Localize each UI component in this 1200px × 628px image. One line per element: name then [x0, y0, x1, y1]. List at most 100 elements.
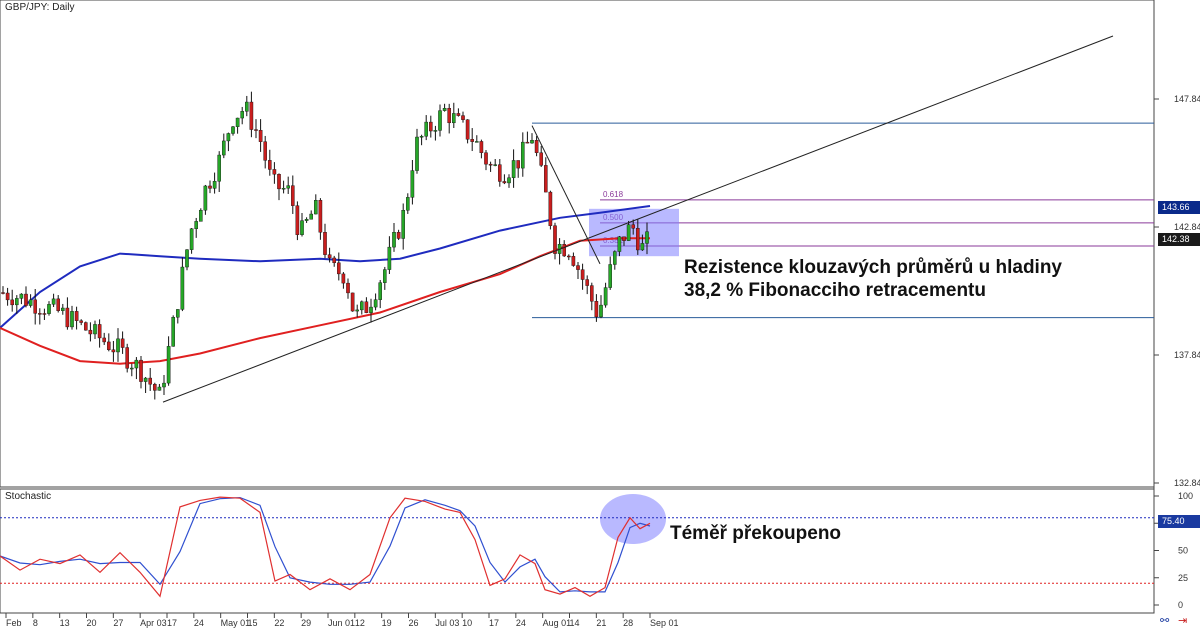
time-tick-label: Jun 01: [328, 618, 355, 628]
candle-body: [42, 313, 47, 315]
candle-body: [249, 101, 254, 130]
price-tick-label: 147.84: [1174, 94, 1200, 104]
candle-body: [166, 346, 171, 384]
candle-body: [373, 299, 378, 308]
candle-body: [143, 377, 148, 382]
candle-body: [240, 111, 245, 119]
candle-body: [5, 292, 10, 301]
candle-body: [406, 197, 410, 211]
slow-moving-average-line: [0, 205, 651, 329]
candle-body: [258, 130, 263, 142]
candle-body: [318, 200, 323, 233]
candle-body: [1, 292, 5, 294]
time-tick-label: 21: [596, 618, 606, 628]
candle-body: [116, 338, 120, 353]
candle-body: [470, 139, 475, 142]
candle-body: [106, 341, 111, 351]
fib-anchor-line: [531, 125, 601, 265]
link-icon[interactable]: ⚯: [1160, 615, 1170, 627]
candle-body: [231, 126, 235, 134]
candle-body: [419, 136, 424, 138]
candle-body: [129, 367, 134, 370]
candle-body: [461, 115, 465, 120]
candle-body: [401, 210, 406, 239]
price-tick-label: 137.84: [1174, 350, 1200, 360]
candle-body: [447, 108, 452, 124]
candle-body: [465, 119, 470, 140]
candle-body: [617, 236, 622, 252]
candle-body: [438, 110, 442, 131]
candle-body: [314, 200, 318, 215]
stochastic-axis: 1007550250: [1154, 491, 1193, 610]
candle-body: [221, 140, 226, 156]
time-tick-label: 15: [248, 618, 258, 628]
candle-body: [539, 152, 543, 166]
candle-body: [337, 262, 341, 275]
candle-body: [479, 141, 484, 153]
candle-body: [341, 273, 346, 284]
stochastic-d-line: [0, 496, 651, 593]
candle-body: [83, 322, 88, 331]
candle-body: [277, 174, 281, 190]
candle-body: [24, 293, 28, 306]
time-tick-label: May 01: [221, 618, 251, 628]
candle-body: [640, 243, 645, 251]
candle-body: [152, 383, 157, 391]
highlight-zone: [589, 208, 679, 544]
time-tick-label: 24: [516, 618, 526, 628]
candle-body: [525, 141, 530, 144]
candle-body: [304, 219, 309, 221]
candle-body: [452, 113, 456, 124]
candle-body: [70, 311, 74, 328]
candle-body: [235, 117, 240, 127]
candle-body: [364, 301, 369, 313]
price-tick-label: 142.84: [1174, 222, 1200, 232]
candle-body: [217, 154, 222, 182]
candle-body: [263, 141, 268, 161]
candle-body: [185, 249, 189, 268]
candle-body: [125, 347, 129, 369]
candle-body: [65, 307, 70, 328]
time-tick-label: 29: [301, 618, 311, 628]
candle-body: [162, 382, 166, 388]
candle-body: [323, 232, 327, 255]
candle-body: [268, 160, 272, 170]
candle-body: [410, 170, 415, 198]
candle-body: [585, 279, 589, 286]
candle-body: [534, 140, 539, 153]
candle-body: [120, 338, 125, 348]
candle-body: [415, 136, 419, 171]
candle-body: [631, 224, 635, 229]
candle-body: [309, 213, 314, 220]
resistance-annotation-line2: 38,2 % Fibonacciho retracementu: [684, 280, 986, 301]
time-tick-label: 26: [409, 618, 419, 628]
ascending-trendline: [162, 35, 1114, 403]
candle-body: [286, 185, 291, 189]
candle-body: [346, 282, 350, 294]
candle-body: [19, 293, 24, 299]
candle-body: [332, 257, 337, 264]
candle-body: [567, 255, 571, 258]
trend-lines: [162, 35, 1114, 403]
candle-body: [148, 377, 153, 385]
moving-averages: [0, 205, 651, 365]
candle-body: [456, 113, 461, 116]
candle-body: [387, 246, 392, 270]
candle-body: [175, 309, 180, 318]
time-tick-label: 27: [113, 618, 123, 628]
candle-body: [636, 228, 640, 251]
candle-body: [212, 181, 217, 189]
stochastic-pane: [0, 488, 1155, 614]
candle-body: [88, 329, 93, 335]
arrow-icon[interactable]: ⇥: [1178, 615, 1188, 627]
candle-body: [580, 269, 585, 280]
candle-body: [327, 254, 332, 259]
time-tick-label: 12: [355, 618, 365, 628]
candle-body: [97, 324, 102, 339]
overbought-highlight: [600, 494, 666, 544]
stoch-tick-label: 100: [1178, 491, 1193, 501]
time-tick-label: 17: [489, 618, 499, 628]
last-price-box: 142.38: [1158, 233, 1200, 246]
